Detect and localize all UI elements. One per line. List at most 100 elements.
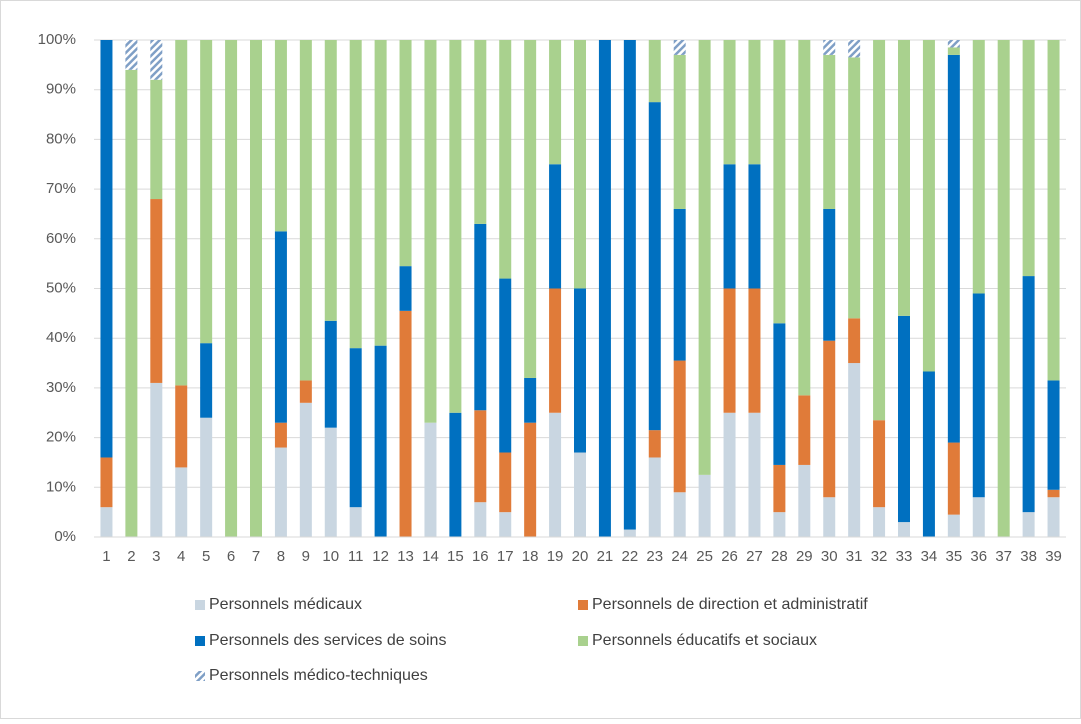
- x-tick-label: 32: [871, 548, 888, 565]
- bar-segment: [947, 47, 960, 55]
- bar-segment: [175, 467, 188, 537]
- x-tick-label: 37: [995, 548, 1012, 565]
- bar-segment: [374, 345, 387, 537]
- bar-segment: [424, 422, 437, 537]
- bar-segment: [748, 288, 761, 413]
- y-tick-label: 50%: [46, 279, 76, 296]
- x-tick-label: 20: [572, 548, 589, 565]
- bar-segment: [449, 40, 462, 413]
- bar-segment: [922, 40, 935, 372]
- bar-segment: [947, 40, 960, 48]
- bar-segment: [1047, 380, 1060, 490]
- bar-segment: [848, 57, 861, 319]
- legend-label: Personnels de direction et administratif: [592, 596, 868, 613]
- bar-segment: [474, 223, 487, 411]
- legend-label: Personnels médicaux: [209, 596, 362, 613]
- bar-segment: [549, 412, 562, 537]
- bar-segment: [324, 427, 337, 537]
- bar-segment: [524, 377, 537, 423]
- bar-segment: [848, 363, 861, 537]
- x-tick-label: 12: [372, 548, 389, 565]
- bar-segment: [1047, 40, 1060, 381]
- x-tick-label: 5: [202, 548, 210, 565]
- x-tick-label: 38: [1020, 548, 1037, 565]
- bar-segment: [773, 323, 786, 465]
- bar-segment: [723, 288, 736, 413]
- x-tick-label: 10: [322, 548, 339, 565]
- y-tick-label: 0%: [54, 528, 76, 545]
- bar-segment: [723, 412, 736, 537]
- bar-segment: [524, 40, 537, 378]
- bar-segment: [100, 507, 113, 537]
- bar-segment: [823, 340, 836, 498]
- bar-segment: [549, 164, 562, 289]
- bar-segment: [673, 54, 686, 209]
- bar-segment: [549, 40, 562, 165]
- legend-swatch: [195, 600, 205, 610]
- bar-segment: [125, 69, 138, 537]
- bar-segment: [524, 422, 537, 537]
- bar-segment: [773, 464, 786, 513]
- bar-segment: [150, 40, 163, 80]
- bar-segment: [823, 208, 836, 341]
- bar-segment: [823, 54, 836, 209]
- bar-segment: [200, 40, 213, 344]
- bar-segment: [175, 385, 188, 468]
- bar-segment: [100, 40, 113, 458]
- bar-segment: [972, 293, 985, 498]
- legend: Personnels médicaux Personnels de directi…: [195, 596, 868, 684]
- y-tick-label: 10%: [46, 478, 76, 495]
- bar-segment: [150, 382, 163, 537]
- x-tick-label: 24: [671, 548, 688, 565]
- bar-segment: [823, 40, 836, 55]
- x-tick-label: 7: [252, 548, 260, 565]
- legend-swatch: [578, 600, 588, 610]
- bar-segment: [374, 40, 387, 346]
- legend-swatch: [195, 636, 205, 646]
- bar-segment: [823, 497, 836, 537]
- bar-segment: [499, 512, 512, 537]
- bar-segment: [873, 507, 886, 537]
- bar-segment: [873, 420, 886, 508]
- y-tick-label: 80%: [46, 130, 76, 147]
- x-tick-label: 23: [646, 548, 663, 565]
- bar-segment: [748, 40, 761, 165]
- bar-segment: [449, 412, 462, 537]
- bar-segment: [972, 497, 985, 537]
- x-tick-label: 25: [696, 548, 713, 565]
- x-tick-label: 22: [622, 548, 639, 565]
- bar-segment: [947, 54, 960, 443]
- bar-segment: [648, 40, 661, 103]
- bar-segment: [299, 40, 312, 381]
- bar-segment: [898, 315, 910, 523]
- y-tick-label: 90%: [46, 81, 76, 98]
- bar-segment: [623, 529, 636, 537]
- bar-segment: [798, 464, 811, 537]
- x-tick-label: 18: [522, 548, 539, 565]
- bar-segment: [648, 102, 661, 431]
- bar-segment: [474, 40, 487, 224]
- y-tick-label: 100%: [38, 31, 76, 48]
- bar-segment: [972, 40, 985, 294]
- bar-segment: [623, 40, 636, 530]
- bar-segment: [299, 402, 312, 537]
- y-tick-label: 30%: [46, 379, 76, 396]
- bar-segment: [274, 422, 287, 448]
- bar-segment: [997, 40, 1010, 537]
- bar-segment: [324, 40, 337, 321]
- x-tick-label: 3: [152, 548, 160, 565]
- bar-segment: [150, 199, 163, 383]
- y-tick-label: 20%: [46, 429, 76, 446]
- bar-segment: [798, 395, 811, 465]
- bar-segment: [648, 430, 661, 458]
- y-tick-label: 40%: [46, 329, 76, 346]
- y-tick-label: 60%: [46, 230, 76, 247]
- bar-segment: [947, 514, 960, 537]
- bar-segment: [773, 512, 786, 537]
- bar-segment: [673, 492, 686, 537]
- bar-segment: [274, 40, 287, 232]
- x-tick-label: 28: [771, 548, 788, 565]
- legend-label: Personnels des services de soins: [209, 632, 446, 649]
